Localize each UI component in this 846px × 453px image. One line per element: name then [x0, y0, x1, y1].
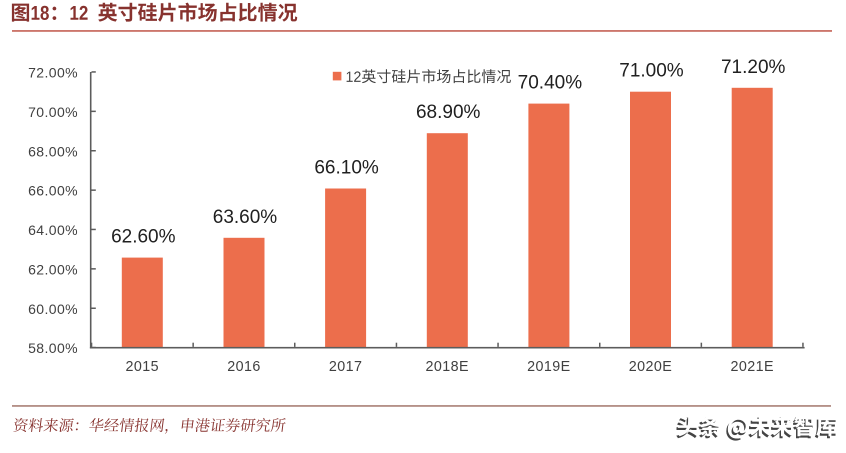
svg-text:63.60%: 63.60% — [213, 207, 278, 228]
svg-text:71.00%: 71.00% — [619, 61, 684, 82]
svg-text:58.00%: 58.00% — [28, 340, 78, 356]
svg-text:70.40%: 70.40% — [518, 73, 583, 94]
svg-text:2019E: 2019E — [527, 359, 570, 375]
svg-text:2020E: 2020E — [629, 359, 672, 375]
svg-text:70.00%: 70.00% — [28, 104, 78, 120]
svg-text:64.00%: 64.00% — [28, 222, 78, 238]
svg-text:2016: 2016 — [227, 359, 261, 375]
svg-text:2015: 2015 — [126, 359, 160, 375]
svg-text:2018E: 2018E — [425, 359, 468, 375]
svg-text:60.00%: 60.00% — [28, 301, 78, 317]
svg-text:62.00%: 62.00% — [28, 262, 78, 278]
svg-text:2017: 2017 — [329, 359, 363, 375]
svg-text:66.10%: 66.10% — [314, 158, 379, 179]
svg-text:68.90%: 68.90% — [416, 102, 481, 123]
svg-text:62.60%: 62.60% — [111, 227, 176, 248]
svg-text:71.20%: 71.20% — [721, 57, 786, 78]
svg-text:2021E: 2021E — [730, 359, 773, 375]
svg-text:68.00%: 68.00% — [28, 143, 78, 159]
svg-text:72.00%: 72.00% — [28, 65, 78, 81]
svg-text:66.00%: 66.00% — [28, 183, 78, 199]
